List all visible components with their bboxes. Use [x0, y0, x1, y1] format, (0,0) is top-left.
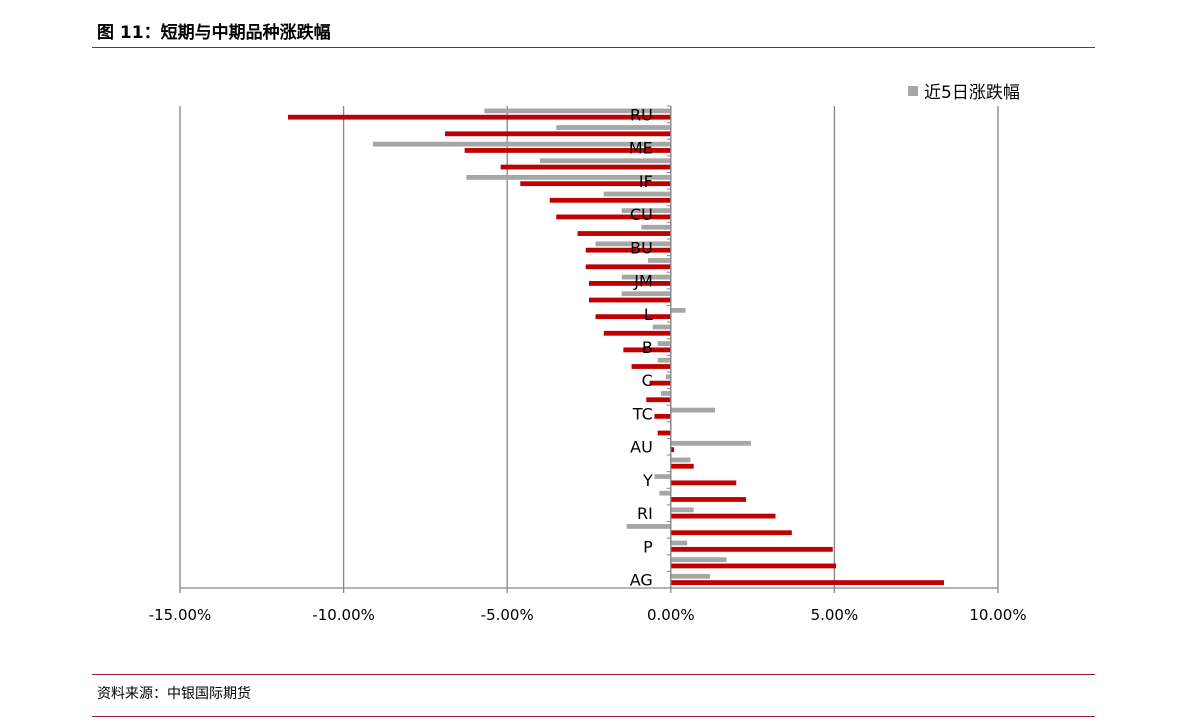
bar-short-term: [484, 108, 671, 114]
bar-short-term: [670, 307, 686, 313]
title-rule: [92, 47, 1095, 48]
bar-short-term: [603, 191, 671, 197]
bar-short-term: [659, 490, 671, 496]
bar-mid-term: [657, 430, 671, 436]
bar-mid-term: [595, 314, 671, 320]
legend-label: 近5日涨跌幅: [924, 83, 1020, 103]
category-label: B: [642, 338, 653, 357]
bar-mid-term: [670, 463, 694, 469]
legend-swatch: [908, 86, 918, 96]
bar-short-term: [665, 374, 671, 380]
bar-mid-term: [520, 181, 671, 187]
category-label: C: [642, 371, 653, 390]
bar-short-term: [670, 507, 694, 513]
bar-mid-term: [670, 513, 776, 519]
category-label: CU: [630, 205, 653, 224]
category-label: AG: [630, 571, 653, 590]
source-note: 资料来源：中银国际期货: [97, 686, 251, 702]
bar-mid-term: [670, 497, 747, 502]
bar-short-term: [670, 573, 711, 579]
source-rule-bottom: [92, 716, 1095, 717]
bar-mid-term: [556, 214, 671, 220]
bar-short-term: [626, 524, 671, 529]
category-label: BU: [630, 238, 653, 257]
category-label: ME: [629, 139, 653, 158]
bar-mid-term: [670, 530, 792, 536]
bar-short-term: [621, 208, 671, 214]
bar-mid-term: [649, 380, 671, 386]
bar-short-term: [657, 357, 671, 363]
bar-short-term: [621, 274, 671, 280]
bar-mid-term: [500, 164, 671, 170]
bar-short-term: [647, 258, 671, 263]
bar-mid-term: [670, 580, 945, 585]
bar-short-term: [670, 457, 691, 463]
bar-short-term: [466, 174, 671, 180]
category-label: RI: [637, 504, 653, 523]
bar-mid-term: [670, 546, 833, 552]
bar-mid-term: [585, 264, 671, 270]
bar-short-term: [556, 125, 671, 130]
bar-short-term: [657, 341, 671, 346]
category-label: JM: [633, 272, 653, 291]
category-label: AU: [630, 438, 653, 457]
bar-short-term: [652, 324, 671, 330]
bar-mid-term: [589, 297, 671, 303]
bar-mid-term: [445, 131, 671, 137]
category-label: RU: [630, 105, 653, 124]
bar-short-term: [595, 241, 671, 247]
category-label: TC: [632, 404, 653, 423]
bar-short-term: [654, 474, 671, 479]
bar-short-term: [670, 540, 688, 546]
category-label: L: [644, 305, 653, 324]
x-tick-label: 10.00%: [969, 606, 1026, 624]
bar-mid-term: [589, 281, 671, 286]
category-label: P: [643, 537, 653, 556]
bar-short-term: [621, 291, 671, 297]
bar-mid-term: [287, 114, 671, 120]
bar-short-term: [670, 407, 715, 413]
bar-mid-term: [670, 480, 737, 486]
x-tick-label: -5.00%: [481, 606, 534, 624]
x-tick-label: -15.00%: [149, 606, 212, 624]
bar-mid-term: [670, 563, 837, 569]
x-tick-label: 0.00%: [647, 606, 695, 624]
bar-mid-term: [623, 347, 671, 353]
bar-mid-term: [631, 364, 671, 369]
bar-mid-term: [585, 247, 671, 253]
bar-short-term: [641, 224, 671, 230]
bar-mid-term: [603, 330, 671, 336]
figure-title: 图 11：短期与中期品种涨跌幅: [97, 23, 331, 43]
x-tick-label: 5.00%: [811, 606, 859, 624]
bar-mid-term: [654, 413, 671, 419]
source-rule-top: [92, 674, 1095, 675]
category-label: Y: [642, 471, 653, 490]
bar-mid-term: [646, 397, 671, 403]
bar-mid-term: [577, 231, 671, 236]
category-label: IF: [639, 172, 653, 191]
bar-mid-term: [670, 447, 675, 453]
bar-short-term: [373, 141, 671, 147]
bar-mid-term: [549, 197, 671, 203]
bar-short-term: [670, 557, 727, 563]
bar-short-term: [670, 440, 751, 446]
bar-mid-term: [464, 148, 671, 153]
x-tick-label: -10.00%: [312, 606, 375, 624]
bar-short-term: [539, 158, 671, 164]
bar-short-term: [660, 391, 671, 396]
